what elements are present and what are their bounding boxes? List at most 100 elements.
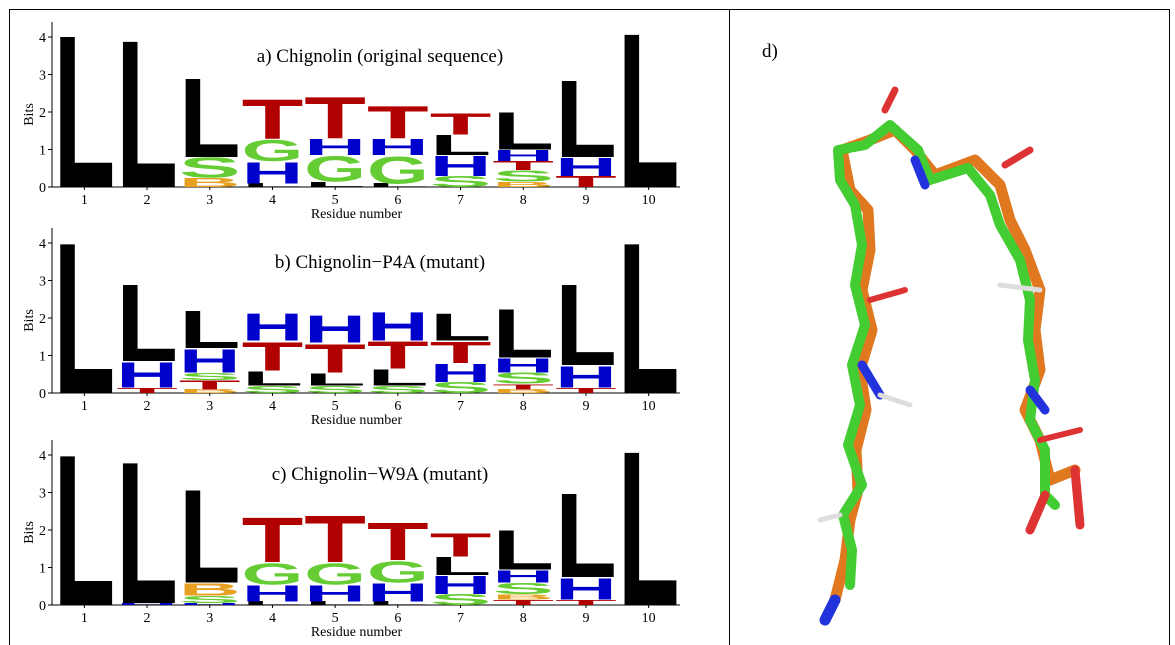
x-tick-label: 4	[269, 399, 276, 414]
logo-letter: T	[555, 173, 617, 191]
logo-letter: L	[492, 518, 554, 582]
logo-letter: S	[430, 173, 492, 191]
x-tick-label: 2	[144, 399, 151, 414]
logo-letter: H	[304, 307, 366, 350]
x-tick-label: 1	[81, 399, 88, 414]
logo-letter: T	[367, 512, 429, 572]
logo-letter: L	[54, 0, 116, 233]
logo-letter: T	[242, 334, 304, 380]
x-tick-label: 7	[457, 193, 464, 208]
logo-letter: S	[179, 371, 241, 382]
logo-letter: H	[304, 580, 366, 606]
logo-letter: T	[430, 526, 492, 564]
logo-letter: H	[492, 147, 554, 165]
logo-letter: G	[304, 149, 366, 190]
y-axis-label: Bits	[22, 521, 37, 544]
logo-letter: T	[555, 598, 617, 607]
x-tick-label: 4	[269, 193, 276, 208]
logo-letter: L	[54, 197, 116, 439]
x-axis-label: Residue number	[311, 413, 403, 428]
x-tick-label: 10	[642, 193, 656, 208]
x-tick-label: 7	[457, 399, 464, 414]
y-tick-label: 1	[39, 350, 46, 365]
logo-letter: H	[555, 153, 617, 182]
logo-letter: H	[179, 342, 241, 380]
logo-letter: L	[555, 57, 617, 181]
x-axis-label: Residue number	[311, 625, 403, 640]
x-axis-label: Residue number	[311, 207, 403, 222]
logo-letter: L	[555, 260, 617, 390]
logo-letter: H	[367, 578, 429, 607]
y-tick-label: 3	[39, 69, 46, 84]
x-tick-label: 8	[520, 399, 527, 414]
x-tick-label: 8	[520, 611, 527, 626]
logo-letter: S	[430, 379, 492, 397]
logo-letter: L	[179, 463, 241, 612]
logo-letter: L	[618, 406, 680, 645]
logo-letter: L	[304, 600, 366, 606]
logo-letter: L	[179, 55, 241, 182]
x-tick-label: 1	[81, 193, 88, 208]
logo-letter: S	[492, 580, 554, 598]
logo-letter: L	[367, 182, 429, 188]
logo-letter: H	[492, 354, 554, 377]
logo-letter: H	[242, 305, 304, 348]
x-tick-label: 6	[394, 611, 401, 626]
logo-letter: L	[304, 369, 366, 389]
logo-letter: L	[618, 197, 680, 439]
logo-letter: G	[304, 557, 366, 591]
logo-letter: L	[492, 102, 554, 162]
logo-letter: H	[555, 572, 617, 606]
structure	[817, 86, 1085, 626]
logo-letter: T	[430, 336, 492, 370]
logo-letter: L	[430, 130, 492, 161]
logo-letter: S	[492, 370, 554, 388]
x-tick-label: 3	[206, 399, 213, 414]
logo-letter: H	[430, 571, 492, 600]
x-tick-label: 5	[332, 399, 339, 414]
panel-label: d)	[762, 41, 778, 62]
x-tick-label: 2	[144, 611, 151, 626]
logo-letter: S	[430, 591, 492, 609]
x-tick-label: 7	[457, 611, 464, 626]
logo-letter: G	[367, 148, 429, 191]
logo-letter: H	[242, 156, 304, 190]
logo-letter: L	[116, 0, 178, 232]
chart-title: b) Chignolin−P4A (mutant)	[275, 252, 485, 273]
logo-letter: H	[179, 603, 241, 606]
logo-letter: T	[304, 84, 366, 151]
y-tick-label: 4	[39, 449, 46, 464]
y-tick-label: 0	[39, 599, 46, 614]
logo-letter: T	[304, 502, 366, 577]
x-tick-label: 10	[642, 399, 656, 414]
logo-letter: L	[116, 419, 178, 645]
logo-letter: S	[179, 594, 241, 605]
y-tick-label: 0	[39, 181, 46, 196]
x-tick-label: 5	[332, 611, 339, 626]
logo-letter: L	[242, 182, 304, 188]
logo-letter: L	[555, 469, 617, 604]
logo-letter: S	[179, 153, 241, 184]
logo-letter: S	[492, 167, 554, 185]
y-axis-label: Bits	[22, 309, 37, 332]
logo-letter: B	[492, 593, 554, 602]
logo-letter: L	[116, 261, 178, 385]
logo-letter: G	[242, 557, 304, 591]
logo-letter: L	[492, 295, 554, 372]
y-tick-label: 3	[39, 275, 46, 290]
logo-letter: L	[367, 600, 429, 606]
logo-letter: L	[179, 300, 241, 360]
y-tick-label: 2	[39, 106, 46, 121]
logo-letter: L	[430, 305, 492, 348]
x-tick-label: 10	[642, 611, 656, 626]
logo-letter: L	[242, 600, 304, 606]
x-tick-label: 6	[394, 193, 401, 208]
y-tick-label: 4	[39, 31, 46, 46]
logo-letter: T	[492, 598, 554, 607]
logo-letter: T	[242, 505, 304, 576]
x-tick-label: 1	[81, 611, 88, 626]
x-tick-label: 9	[582, 399, 589, 414]
x-tick-label: 6	[394, 399, 401, 414]
logo-letter: T	[430, 107, 492, 141]
